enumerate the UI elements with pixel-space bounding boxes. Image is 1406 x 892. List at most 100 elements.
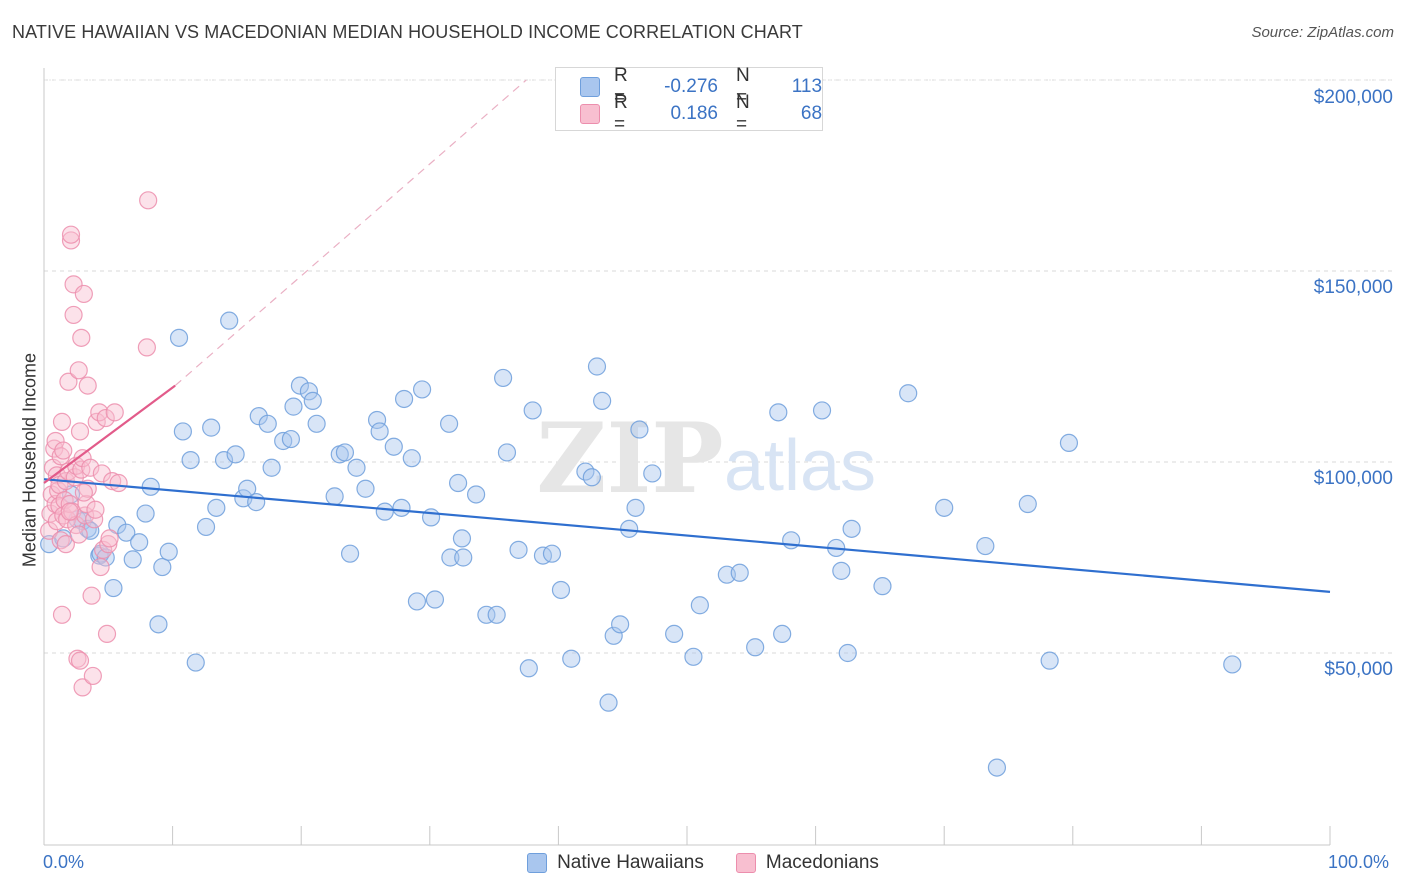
native-hawaiians-point	[347, 458, 366, 477]
native-hawaiians-point	[202, 418, 221, 437]
legend-n-label: N =	[735, 65, 750, 108]
native-hawaiians-point	[141, 477, 160, 496]
native-hawaiians-point	[533, 546, 553, 565]
native-hawaiians-point	[497, 443, 517, 462]
legend-n-value: 113	[791, 76, 823, 97]
native-hawaiians-point	[746, 638, 765, 657]
native-hawaiians-point	[987, 758, 1007, 777]
native-hawaiians-point	[412, 380, 432, 399]
macedonians-point	[83, 666, 102, 686]
legend-row-native-hawaiians: R = -0.276 N = 113	[580, 65, 823, 108]
macedonians-point	[137, 338, 156, 357]
native-hawaiians-point	[153, 557, 172, 577]
native-hawaiians-point	[630, 420, 649, 439]
macedonians-point	[91, 557, 110, 577]
native-hawaiians-point	[290, 376, 310, 395]
native-hawaiians-point	[551, 580, 571, 600]
macedonians-point	[74, 284, 93, 304]
native-hawaiians-point	[523, 401, 542, 420]
native-hawaiians-point	[599, 693, 618, 712]
native-hawaiians-point	[136, 504, 155, 523]
native-hawaiians-point	[117, 523, 136, 542]
macedonians-point	[86, 500, 105, 519]
native-hawaiians-point	[258, 414, 277, 433]
y-tick-label-150000: $150,000	[1313, 277, 1393, 298]
native-hawaiians-point	[838, 643, 857, 663]
native-hawaiians-point	[220, 311, 239, 330]
native-hawaiians-point	[452, 529, 472, 548]
macedonians-point	[60, 502, 79, 521]
macedonians-point	[81, 458, 100, 477]
legend-r-label: R =	[613, 65, 628, 108]
macedonians-trendline	[43, 384, 176, 484]
native-hawaiians-point	[454, 548, 473, 567]
native-hawaiians-point	[173, 422, 192, 441]
native-hawaiians-point	[340, 544, 360, 563]
native-hawaiians-point	[665, 624, 684, 644]
macedonians-point	[61, 225, 81, 244]
watermark-atlas: atlas	[724, 426, 876, 506]
native-hawaiians-point	[130, 533, 149, 552]
macedonians-point	[68, 649, 87, 668]
native-hawaiians-point	[769, 403, 788, 422]
macedonians-point	[52, 412, 72, 431]
macedonians-point	[72, 328, 91, 347]
native-hawaiians-point	[611, 615, 630, 634]
native-hawaiians-point	[303, 391, 322, 410]
series-legend-macedonians[interactable]: Macedonians	[735, 852, 879, 874]
native-hawaiians-point	[367, 410, 387, 430]
macedonians-point	[70, 422, 90, 441]
native-hawaiians-point	[407, 592, 427, 611]
series-legend: Native Hawaiians Macedonians	[0, 852, 1406, 874]
macedonians-point	[78, 376, 97, 395]
native-hawaiians-point	[356, 479, 375, 498]
macedonians-point	[73, 678, 92, 697]
native-hawaiians-point	[181, 450, 200, 470]
macedonians-point	[64, 305, 83, 325]
macedonians-point	[99, 535, 118, 554]
native-hawaiians-point	[281, 429, 301, 449]
x-axis-max-label: 100.0%	[1328, 852, 1390, 872]
native-hawaiians-point	[873, 577, 892, 596]
macedonians-point	[77, 494, 96, 514]
y-axis-title: Median Household Income	[19, 352, 40, 568]
macedonians-point	[52, 605, 72, 624]
native-hawaiians-point	[582, 468, 601, 487]
y-tick-label-100000: $100,000	[1313, 468, 1393, 489]
native-hawaiians-point	[593, 391, 612, 410]
macedonians-point	[96, 408, 115, 428]
macedonians-point	[74, 483, 93, 502]
native-hawaiians-point	[487, 605, 506, 624]
legend-n-label: N =	[735, 92, 750, 135]
native-hawaiians-point	[1018, 494, 1037, 514]
native-hawaiians-point	[587, 357, 607, 376]
watermark-zip: ZIP	[536, 402, 723, 515]
native-hawaiians-point	[626, 498, 645, 517]
native-hawaiians-point	[394, 389, 414, 409]
macedonians-point	[82, 586, 101, 605]
native-hawaiians-point	[519, 659, 538, 678]
native-hawaiians-point	[509, 540, 528, 559]
legend-n-value: 68	[800, 103, 823, 124]
legend-r-value: -0.276	[664, 76, 718, 97]
macedonians-point	[69, 361, 88, 380]
native-hawaiians-point	[812, 401, 832, 420]
native-hawaiians-point	[262, 458, 281, 477]
native-hawaiians-point	[392, 498, 411, 517]
native-hawaiians-point	[149, 615, 168, 634]
native-hawaiians-point	[1040, 651, 1059, 670]
macedonians-trendline-extension	[174, 79, 527, 387]
y-tick-label-200000: $200,000	[1313, 87, 1393, 108]
native-hawaiians-point	[226, 445, 245, 464]
native-hawaiians-point	[284, 397, 303, 416]
series-swatch-blue	[527, 853, 548, 873]
native-hawaiians-point	[196, 517, 216, 537]
native-hawaiians-point	[542, 544, 562, 563]
series-legend-native-hawaiians[interactable]: Native Hawaiians	[527, 852, 704, 874]
macedonians-point	[70, 651, 90, 670]
native-hawaiians-point	[439, 414, 459, 433]
native-hawaiians-point	[466, 485, 486, 504]
macedonians-point	[54, 441, 73, 460]
native-hawaiians-point	[104, 578, 123, 598]
macedonians-point	[85, 510, 104, 529]
